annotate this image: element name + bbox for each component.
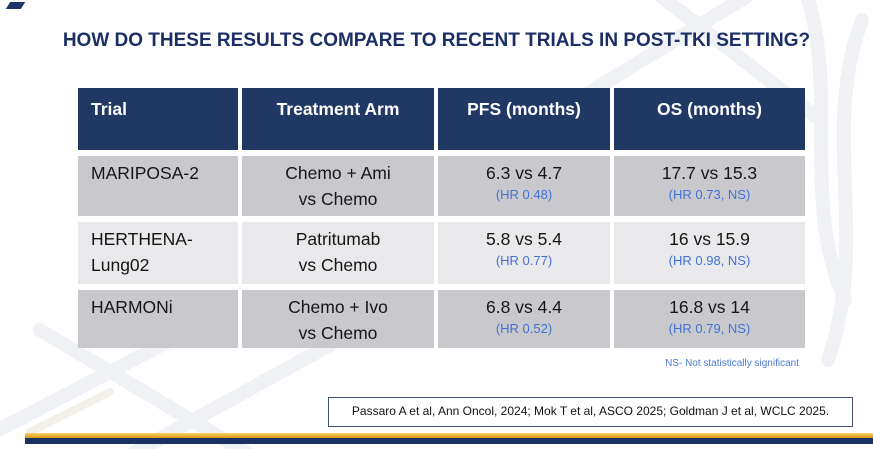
navy-accent-stripe <box>25 438 873 444</box>
cell-treatment-arm: Patritumab vs Chemo <box>242 222 434 284</box>
os-value: 16.8 vs 14 <box>669 297 750 317</box>
os-hazard-ratio: (HR 0.73, NS) <box>668 187 751 202</box>
citation-box: Passaro A et al, Ann Oncol, 2024; Mok T … <box>328 397 853 427</box>
header-cell-treatment-arm: Treatment Arm <box>242 88 434 150</box>
header-cell-trial: Trial <box>78 88 238 150</box>
treatment-arm-line: vs Chemo <box>298 189 378 209</box>
cell-pfs: 6.8 vs 4.4 (HR 0.52) <box>438 290 610 348</box>
trial-name-line: MARIPOSA-2 <box>91 163 199 183</box>
os-hazard-ratio: (HR 0.79, NS) <box>668 321 751 336</box>
trial-name-line: HARMONi <box>91 297 173 317</box>
os-hazard-ratio: (HR 0.98, NS) <box>668 253 751 268</box>
treatment-arm-line: Patritumab <box>295 229 381 249</box>
cell-pfs: 5.8 vs 5.4 (HR 0.77) <box>438 222 610 284</box>
os-value: 17.7 vs 15.3 <box>661 163 758 183</box>
cell-os: 16 vs 15.9 (HR 0.98, NS) <box>614 222 805 284</box>
header-cell-os: OS (months) <box>614 88 805 150</box>
slide-title: HOW DO THESE RESULTS COMPARE TO RECENT T… <box>62 30 811 51</box>
trial-name-line: Lung02 <box>91 255 150 275</box>
ns-abbreviation-footnote: NS- Not statistically significant <box>665 358 799 369</box>
trial-comparison-table: Trial Treatment Arm PFS (months) OS (mon… <box>78 88 805 348</box>
pfs-hazard-ratio: (HR 0.52) <box>495 321 553 336</box>
pfs-hazard-ratio: (HR 0.48) <box>495 187 553 202</box>
treatment-arm-line: vs Chemo <box>298 323 378 343</box>
pfs-hazard-ratio: (HR 0.77) <box>495 253 553 268</box>
treatment-arm-line: Chemo + Ivo <box>288 297 388 317</box>
corner-decoration <box>5 2 26 9</box>
trial-name-line: HERTHENA- <box>91 229 193 249</box>
cell-os: 16.8 vs 14 (HR 0.79, NS) <box>614 290 805 348</box>
pfs-value: 5.8 vs 5.4 <box>486 229 562 249</box>
cell-pfs: 6.3 vs 4.7 (HR 0.48) <box>438 156 610 216</box>
treatment-arm-line: vs Chemo <box>298 255 378 275</box>
treatment-arm-line: Chemo + Ami <box>285 163 391 183</box>
cell-treatment-arm: Chemo + Ami vs Chemo <box>242 156 434 216</box>
cell-trial-name: HERTHENA- Lung02 <box>78 222 238 284</box>
header-cell-pfs: PFS (months) <box>438 88 610 150</box>
os-value: 16 vs 15.9 <box>669 229 750 249</box>
cell-trial-name: MARIPOSA-2 <box>78 156 238 216</box>
cell-treatment-arm: Chemo + Ivo vs Chemo <box>242 290 434 348</box>
cell-trial-name: HARMONi <box>78 290 238 348</box>
pfs-value: 6.8 vs 4.4 <box>486 297 562 317</box>
gold-accent-stripe <box>25 433 873 438</box>
pfs-value: 6.3 vs 4.7 <box>486 163 562 183</box>
cell-os: 17.7 vs 15.3 (HR 0.73, NS) <box>614 156 805 216</box>
